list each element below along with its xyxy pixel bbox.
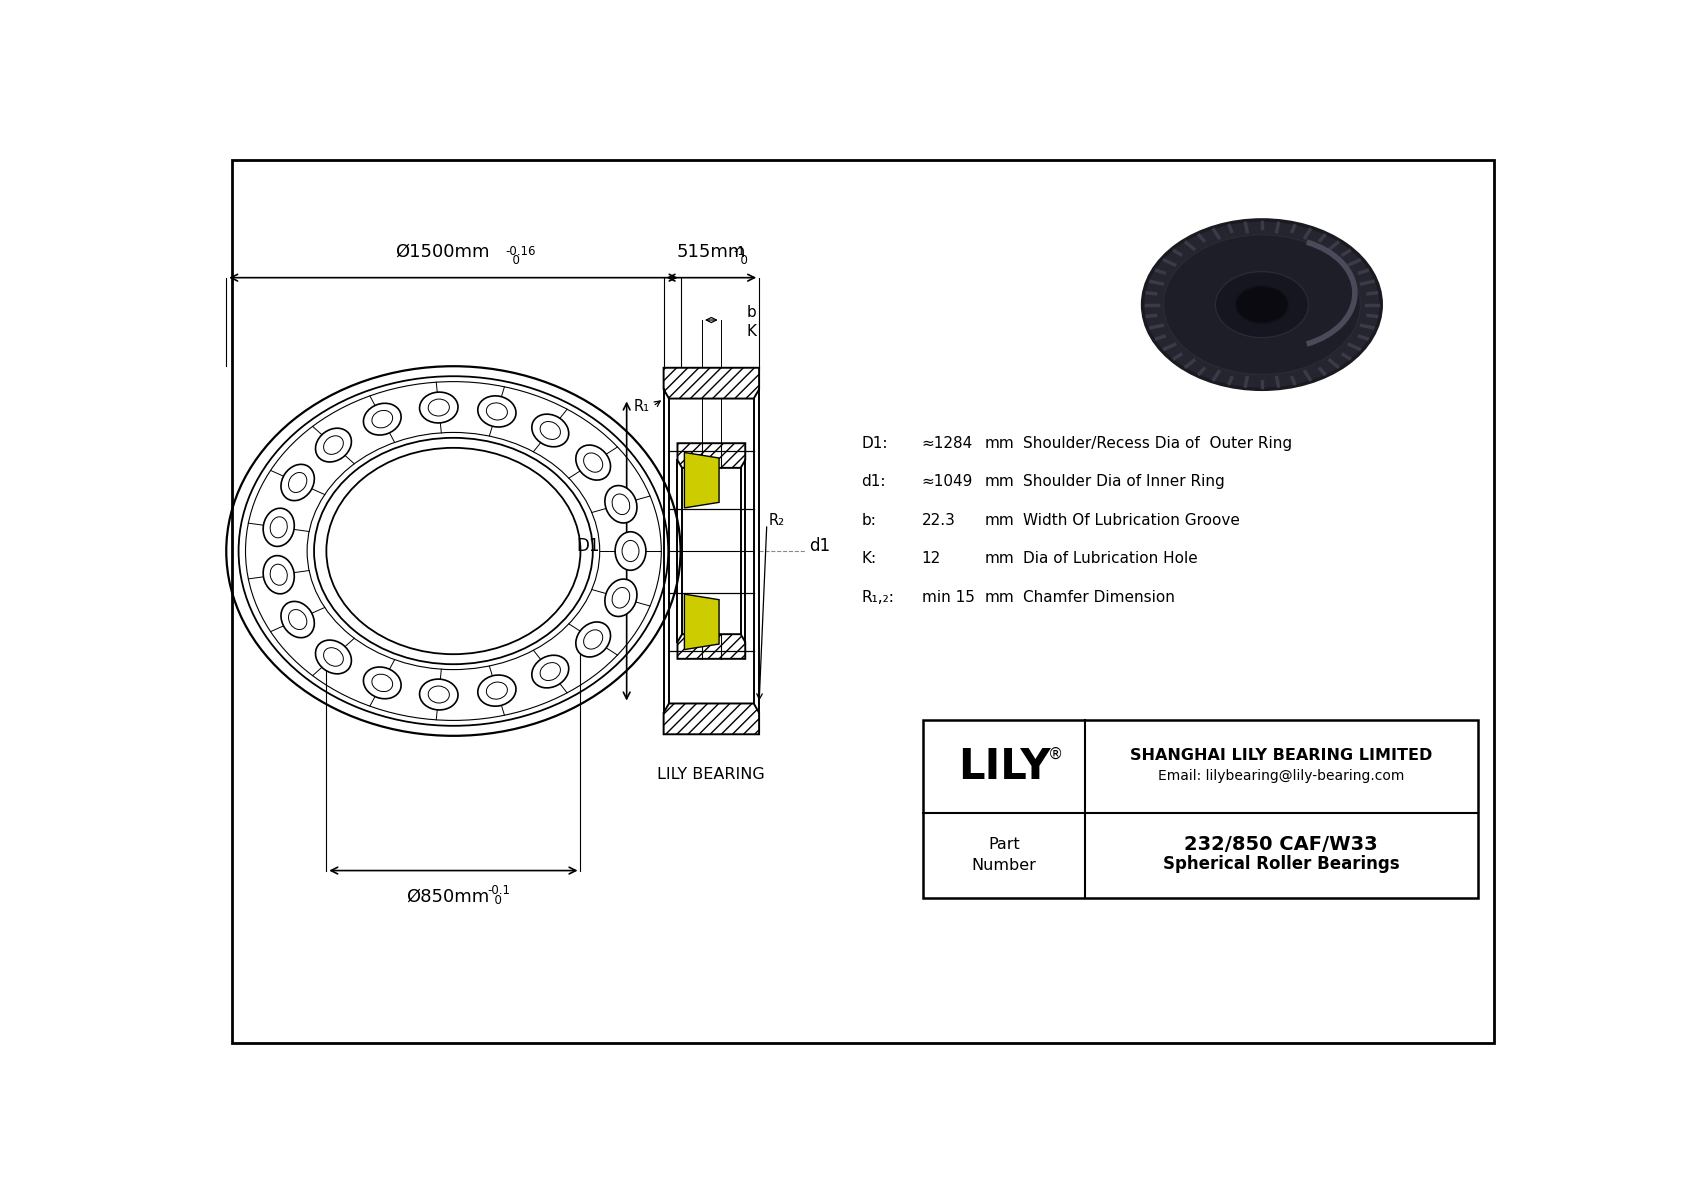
Ellipse shape xyxy=(532,655,569,688)
Text: R₁,₂:: R₁,₂: xyxy=(862,590,894,605)
Text: -0.16: -0.16 xyxy=(505,244,536,257)
Ellipse shape xyxy=(615,531,647,570)
Text: mm: mm xyxy=(985,512,1014,528)
Ellipse shape xyxy=(1236,286,1288,323)
Polygon shape xyxy=(663,368,759,399)
Text: D1:: D1: xyxy=(862,436,887,450)
Text: LILY: LILY xyxy=(958,746,1051,787)
Text: ≈1049: ≈1049 xyxy=(921,474,973,490)
Text: 12: 12 xyxy=(921,551,941,566)
Text: R₁: R₁ xyxy=(633,399,650,413)
Ellipse shape xyxy=(263,509,295,547)
Ellipse shape xyxy=(315,640,352,674)
Text: 0: 0 xyxy=(733,254,748,267)
Ellipse shape xyxy=(478,395,515,428)
Ellipse shape xyxy=(364,667,401,699)
Text: Ø850mm: Ø850mm xyxy=(406,887,488,905)
Text: -1: -1 xyxy=(733,244,744,257)
Text: 515mm: 515mm xyxy=(677,243,746,261)
Text: Dia of Lubrication Hole: Dia of Lubrication Hole xyxy=(1024,551,1197,566)
Text: 0: 0 xyxy=(487,893,502,906)
Text: mm: mm xyxy=(985,551,1014,566)
Text: Shoulder/Recess Dia of  Outer Ring: Shoulder/Recess Dia of Outer Ring xyxy=(1024,436,1292,450)
Ellipse shape xyxy=(478,675,515,706)
Ellipse shape xyxy=(364,404,401,435)
Text: D1: D1 xyxy=(576,537,600,555)
Ellipse shape xyxy=(419,679,458,710)
Text: K:: K: xyxy=(862,551,877,566)
Text: K: K xyxy=(746,324,756,339)
Text: LILY BEARING: LILY BEARING xyxy=(657,767,765,781)
Text: Ø1500mm: Ø1500mm xyxy=(394,243,488,261)
Text: mm: mm xyxy=(985,436,1014,450)
Ellipse shape xyxy=(281,464,315,500)
Text: SHANGHAI LILY BEARING LIMITED: SHANGHAI LILY BEARING LIMITED xyxy=(1130,748,1433,763)
Polygon shape xyxy=(677,634,746,659)
Ellipse shape xyxy=(1164,235,1361,374)
Text: min 15: min 15 xyxy=(921,590,975,605)
Ellipse shape xyxy=(605,486,637,523)
Text: -0.1: -0.1 xyxy=(487,885,510,898)
Text: 0: 0 xyxy=(505,254,520,267)
Ellipse shape xyxy=(1216,272,1308,338)
Bar xyxy=(923,721,1477,898)
Ellipse shape xyxy=(605,579,637,617)
Text: d1: d1 xyxy=(808,537,830,555)
Ellipse shape xyxy=(1142,220,1381,389)
Text: Spherical Roller Bearings: Spherical Roller Bearings xyxy=(1164,855,1399,873)
Ellipse shape xyxy=(281,601,315,637)
Polygon shape xyxy=(684,594,719,649)
Text: R₂: R₂ xyxy=(768,512,785,528)
Text: Email: lilybearing@lily-bearing.com: Email: lilybearing@lily-bearing.com xyxy=(1159,769,1404,782)
Text: b:: b: xyxy=(862,512,876,528)
Ellipse shape xyxy=(315,429,352,462)
Text: ≈1284: ≈1284 xyxy=(921,436,973,450)
Polygon shape xyxy=(684,453,719,507)
Text: 22.3: 22.3 xyxy=(921,512,955,528)
Bar xyxy=(682,468,741,634)
Ellipse shape xyxy=(419,392,458,423)
Text: Width Of Lubrication Groove: Width Of Lubrication Groove xyxy=(1024,512,1239,528)
Text: d1:: d1: xyxy=(862,474,886,490)
Text: Shoulder Dia of Inner Ring: Shoulder Dia of Inner Ring xyxy=(1024,474,1224,490)
Ellipse shape xyxy=(327,448,581,654)
Ellipse shape xyxy=(576,622,611,657)
Text: mm: mm xyxy=(985,474,1014,490)
Text: b: b xyxy=(746,305,756,320)
Polygon shape xyxy=(677,443,746,468)
Ellipse shape xyxy=(263,556,295,594)
Text: Part
Number: Part Number xyxy=(972,837,1036,873)
Text: mm: mm xyxy=(985,590,1014,605)
Text: Chamfer Dimension: Chamfer Dimension xyxy=(1024,590,1175,605)
Ellipse shape xyxy=(532,414,569,447)
Ellipse shape xyxy=(576,445,611,480)
Text: ®: ® xyxy=(1047,747,1063,762)
Text: 232/850 CAF/W33: 232/850 CAF/W33 xyxy=(1184,835,1378,854)
Polygon shape xyxy=(663,704,759,735)
